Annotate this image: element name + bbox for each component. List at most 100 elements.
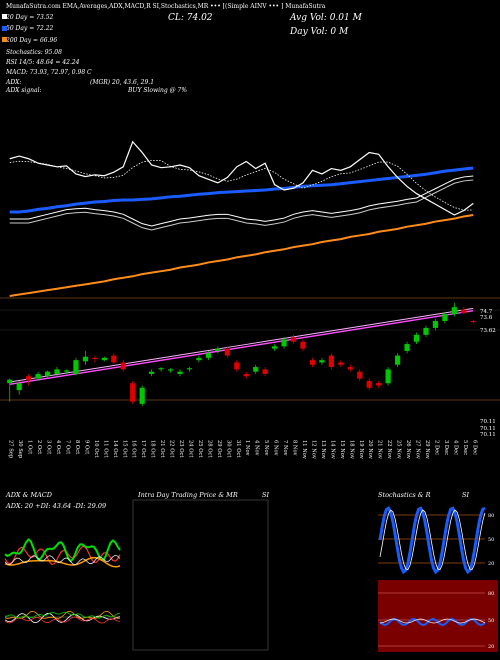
- stochastics-readout: Stochastics: 95.08: [6, 49, 62, 56]
- ema20-swatch: [2, 14, 7, 19]
- adx-panel: ADX & MACD ADX: 20 +DI: 43.64 -DI: 29.09: [4, 491, 121, 624]
- candle: [139, 385, 145, 407]
- candle: [262, 367, 268, 377]
- date-tick: 27 Nov: [415, 440, 421, 459]
- date-tick: 8 Nov: [292, 440, 298, 456]
- candle: [73, 357, 79, 376]
- candle: [328, 353, 334, 370]
- date-tick: 26 Nov: [405, 440, 411, 459]
- candle-body: [82, 356, 89, 362]
- candle-body: [215, 348, 221, 351]
- date-tick: 17 Oct: [140, 440, 146, 458]
- candle: [130, 380, 136, 404]
- stoch-panel-title: Stochastics & R: [378, 491, 431, 499]
- candle: [394, 353, 401, 368]
- candle-body: [347, 367, 353, 370]
- candle: [461, 307, 467, 315]
- avg-vol-readout: Avg Vol: 0.01 M: [289, 13, 363, 23]
- date-tick: 8 Oct: [74, 440, 80, 455]
- adx-grid-line: [4, 554, 121, 565]
- date-tick: 30 Oct: [225, 440, 231, 458]
- candle: [35, 371, 41, 381]
- candle-body: [272, 346, 278, 349]
- price-close-line: [9, 140, 474, 216]
- candle: [111, 353, 117, 365]
- date-tick: 29 Nov: [424, 440, 430, 459]
- candle: [309, 357, 316, 368]
- date-tick: 1 Nov: [244, 440, 250, 456]
- date-tick: 18 Nov: [348, 440, 354, 459]
- candle: [432, 318, 439, 331]
- date-tick: 9 Oct: [83, 440, 89, 455]
- ema50-swatch: [2, 26, 7, 31]
- date-tick: 7 Nov: [282, 440, 288, 456]
- candle-body: [111, 355, 117, 363]
- candle: [215, 346, 221, 354]
- candle: [186, 367, 193, 372]
- candle: [357, 369, 363, 381]
- date-tick: 25 Nov: [396, 440, 402, 459]
- candle-body: [432, 321, 439, 328]
- date-tick: 4 Nov: [254, 440, 260, 456]
- candle: [234, 360, 240, 372]
- candle-body: [394, 355, 401, 365]
- candle: [423, 325, 429, 338]
- candle-body: [186, 368, 193, 370]
- candle-body: [451, 307, 457, 315]
- ema20-label: 20 Day = 73.52: [5, 14, 54, 21]
- candle-body: [385, 369, 391, 384]
- candle-body: [54, 369, 60, 374]
- candle-body: [470, 321, 476, 323]
- candle-body: [300, 341, 306, 349]
- candle-body: [357, 371, 363, 379]
- date-tick: 5 Dec: [462, 440, 468, 455]
- date-tick: 12 Nov: [310, 440, 316, 459]
- date-tick: 7 Oct: [64, 440, 70, 455]
- stoch-panel: Stochastics & R SI 80 50 20 80 50 20: [378, 491, 498, 652]
- macd-green-line: [4, 611, 121, 619]
- rsi-bg: [378, 580, 498, 652]
- date-tick: 3 Dec: [443, 440, 449, 455]
- date-tick: 13 Nov: [320, 440, 326, 459]
- candle: [404, 341, 410, 354]
- candle-body: [120, 362, 126, 370]
- candle: [7, 378, 13, 402]
- date-tick: 20 Nov: [367, 440, 373, 459]
- ma-band-lower: [9, 309, 474, 386]
- candle-body: [35, 373, 41, 379]
- date-tick: 16 Oct: [131, 440, 137, 458]
- date-tick: 31 Oct: [235, 440, 241, 458]
- ma-band-upper: [9, 307, 474, 383]
- candle-body: [73, 360, 79, 374]
- adx-readout: ADX:: [5, 79, 21, 86]
- ema200-line: [9, 214, 474, 297]
- date-tick: 4 Dec: [452, 440, 458, 455]
- date-tick: 18 Oct: [150, 440, 156, 458]
- date-tick: 2 Dec: [433, 440, 439, 455]
- candle: [167, 368, 174, 373]
- candle: [451, 302, 457, 317]
- candle-body: [376, 383, 382, 386]
- date-tick: 23 Oct: [178, 440, 184, 458]
- main-grid: [0, 297, 500, 401]
- candle-body: [139, 387, 145, 404]
- price-label: 70.11: [480, 419, 496, 425]
- rsi-level-label: 80: [488, 591, 494, 597]
- candle-body: [63, 370, 70, 372]
- candle: [26, 373, 32, 386]
- candle-body: [328, 355, 334, 368]
- main-series: [9, 140, 474, 386]
- date-tick: 24 Oct: [187, 440, 193, 458]
- candle: [338, 360, 344, 368]
- date-tick: 28 Oct: [206, 440, 212, 458]
- candle-body: [234, 362, 240, 370]
- date-tick: 2 Oct: [36, 440, 42, 455]
- ema50-legend: 50 Day = 72.22: [6, 25, 54, 32]
- date-tick: 19 Nov: [358, 440, 364, 459]
- candle-body: [101, 357, 107, 361]
- ema50-line: [9, 166, 474, 214]
- candle-body: [404, 344, 410, 351]
- candle-body: [338, 362, 344, 365]
- candle: [205, 350, 211, 361]
